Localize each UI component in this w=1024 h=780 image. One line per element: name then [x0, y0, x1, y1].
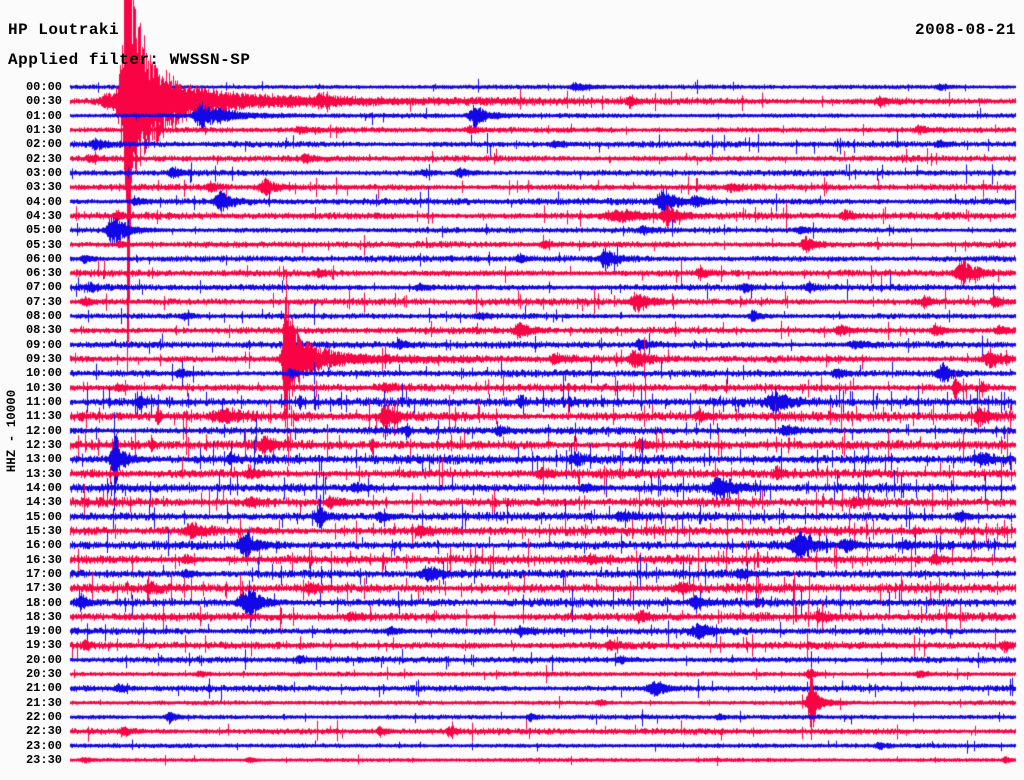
- time-label-08:30: 08:30: [25, 323, 62, 338]
- time-label-21:30: 21:30: [25, 695, 62, 710]
- time-label-06:30: 06:30: [25, 266, 62, 281]
- time-label-07:00: 07:00: [25, 280, 62, 295]
- time-label-23:00: 23:00: [25, 738, 62, 753]
- time-label-19:00: 19:00: [25, 624, 62, 639]
- time-label-13:00: 13:00: [25, 452, 62, 467]
- time-label-15:00: 15:00: [25, 509, 62, 524]
- time-label-17:00: 17:00: [25, 566, 62, 581]
- time-label-00:00: 00:00: [25, 80, 62, 94]
- time-label-14:30: 14:30: [25, 495, 62, 510]
- time-label-06:00: 06:00: [25, 251, 62, 266]
- time-label-04:30: 04:30: [25, 208, 62, 223]
- time-label-16:30: 16:30: [25, 552, 62, 567]
- time-label-18:00: 18:00: [25, 595, 62, 610]
- time-label-20:00: 20:00: [25, 652, 62, 667]
- time-label-22:30: 22:30: [25, 724, 62, 739]
- time-label-03:30: 03:30: [25, 180, 62, 195]
- time-label-02:00: 02:00: [25, 137, 62, 152]
- time-label-07:30: 07:30: [25, 294, 62, 309]
- time-label-05:00: 05:00: [25, 223, 62, 238]
- time-label-04:00: 04:00: [25, 194, 62, 209]
- station-title: HP Loutraki: [8, 21, 120, 39]
- time-label-10:30: 10:30: [25, 380, 62, 395]
- time-label-17:30: 17:30: [25, 581, 62, 596]
- time-label-03:00: 03:00: [25, 165, 62, 180]
- time-label-09:30: 09:30: [25, 352, 62, 367]
- time-label-02:30: 02:30: [25, 151, 62, 166]
- time-label-23:30: 23:30: [25, 753, 62, 768]
- time-label-11:30: 11:30: [25, 409, 62, 424]
- filter-label: Applied filter: WWSSN-SP: [8, 51, 251, 69]
- time-label-16:00: 16:00: [25, 538, 62, 553]
- time-label-01:00: 01:00: [25, 108, 62, 123]
- time-label-05:30: 05:30: [25, 237, 62, 252]
- time-label-21:00: 21:00: [25, 681, 62, 696]
- time-label-18:30: 18:30: [25, 609, 62, 624]
- date-label: 2008-08-21: [914, 21, 1016, 39]
- time-label-01:30: 01:30: [25, 122, 62, 137]
- time-label-08:00: 08:00: [25, 309, 62, 324]
- time-label-12:00: 12:00: [25, 423, 62, 438]
- time-label-09:00: 09:00: [25, 337, 62, 352]
- time-label-13:30: 13:30: [25, 466, 62, 481]
- time-label-00:30: 00:30: [25, 94, 62, 109]
- time-label-19:30: 19:30: [25, 638, 62, 653]
- time-label-12:30: 12:30: [25, 438, 62, 452]
- time-label-15:30: 15:30: [25, 523, 62, 538]
- time-label-14:00: 14:00: [25, 480, 62, 495]
- time-label-10:00: 10:00: [25, 366, 62, 381]
- time-label-11:00: 11:00: [25, 395, 62, 410]
- time-label-20:30: 20:30: [25, 667, 62, 682]
- time-label-22:00: 22:00: [25, 710, 62, 725]
